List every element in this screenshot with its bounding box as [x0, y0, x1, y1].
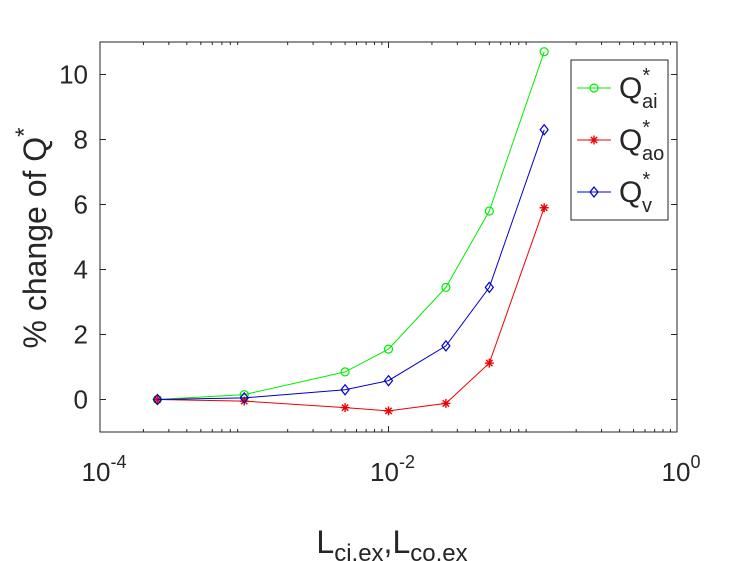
- y-tick-label: 0: [74, 385, 88, 415]
- legend-label-sup: *: [642, 65, 650, 87]
- data-point-v-1: [239, 391, 250, 404]
- data-point-ai-3: [383, 344, 394, 354]
- legend-label-main: Q: [619, 124, 642, 157]
- legend-label-sub: v: [642, 195, 652, 217]
- x-tick-exponent: -2: [399, 452, 415, 472]
- y-tick-label: 8: [74, 125, 88, 155]
- data-point-ai-2: [340, 367, 350, 377]
- x-tick-base: 10: [662, 457, 691, 487]
- data-point-ao-6: [539, 203, 549, 213]
- data-point-v-0: [152, 393, 163, 406]
- x-axis-title-sub2: co,ex: [410, 540, 467, 561]
- y-tick-label: 6: [74, 190, 88, 220]
- data-point-ai-6: [539, 47, 549, 57]
- y-axis-title-main: % change of Q: [17, 137, 53, 349]
- x-axis-title-sub1: ci,ex: [334, 540, 383, 561]
- series-line-v: [157, 129, 545, 400]
- legend-swatch-marker: [589, 83, 599, 93]
- legend: Q* aiQ* aoQ* v: [570, 59, 669, 221]
- y-axis-title: % change of Q*: [11, 127, 53, 348]
- x-axis-title-main: L: [316, 524, 334, 560]
- data-point-ao-3: [384, 406, 393, 416]
- legend-label-sub: ai: [642, 91, 658, 113]
- data-point-v-4: [441, 339, 451, 352]
- legend-label-sup: *: [642, 117, 650, 139]
- x-tick-exponent: -4: [110, 452, 126, 472]
- data-point-ai-4: [441, 282, 451, 292]
- y-axis-title-sup: *: [11, 127, 38, 136]
- legend-item-v: Q* v: [577, 169, 652, 217]
- x-tick-labels: 10-4 10-2 100: [82, 452, 701, 487]
- x-tick-label: 10-2: [370, 452, 415, 487]
- x-tick-label: 100: [662, 452, 701, 487]
- data-point-v-6: [539, 123, 549, 136]
- y-tick-label: 10: [59, 60, 88, 90]
- y-tick-label: 2: [74, 320, 88, 350]
- data-point-v-5: [484, 281, 495, 294]
- x-axis-title: Lci,ex,Lco,ex: [316, 524, 467, 561]
- y-tick-labels: 0 2 4 6 8 10: [59, 60, 88, 415]
- legend-label-sub: ao: [642, 143, 664, 165]
- legend-item-ai: Q* ai: [577, 65, 658, 113]
- data-point-v-3: [383, 374, 394, 387]
- axes: [99, 41, 678, 433]
- data-point-v-2: [340, 383, 350, 396]
- x-axis-title-sep: ,: [384, 524, 393, 560]
- series-group: [152, 47, 549, 416]
- x-tick-base: 10: [82, 457, 111, 487]
- x-tick-label: 10-4: [82, 452, 127, 487]
- legend-label: Q* ai: [619, 65, 658, 113]
- series-line-ai: [157, 51, 545, 400]
- legend-swatch-marker: [589, 186, 599, 198]
- legend-label-main: Q: [619, 72, 642, 105]
- data-point-ai-5: [484, 206, 494, 216]
- x-tick-base: 10: [370, 457, 399, 487]
- x-tick-exponent: 0: [690, 452, 700, 472]
- x-axis-title-main2: L: [392, 524, 410, 560]
- legend-label: Q* v: [619, 169, 652, 217]
- legend-label-sup: *: [642, 169, 650, 191]
- data-point-ao-4: [441, 398, 451, 408]
- legend-label: Q* ao: [619, 117, 664, 165]
- data-point-ao-5: [484, 358, 494, 368]
- legend-item-ao: Q* ao: [577, 117, 664, 165]
- legend-swatch-marker: [589, 135, 599, 145]
- data-point-ao-2: [340, 403, 350, 413]
- y-tick-label: 4: [74, 255, 88, 285]
- legend-label-main: Q: [619, 176, 642, 209]
